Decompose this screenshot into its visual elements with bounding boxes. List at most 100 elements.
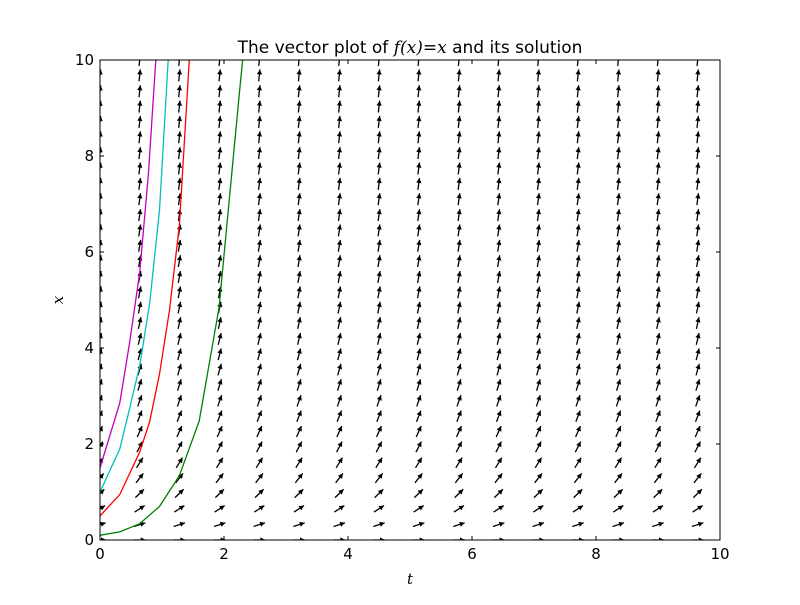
vector-arrow <box>575 286 581 299</box>
vector-arrow <box>655 348 661 361</box>
vector-arrow <box>416 301 422 314</box>
vector-arrow <box>655 410 661 422</box>
vector-arrow <box>456 147 462 160</box>
vector-arrow <box>615 255 622 268</box>
vector-arrow <box>535 131 542 144</box>
vector-arrow <box>652 537 664 540</box>
vector-arrow <box>376 301 382 314</box>
vector-arrow <box>176 286 183 299</box>
vector-arrow <box>695 363 701 376</box>
vector-arrow <box>100 504 106 511</box>
vector-arrow <box>692 504 704 513</box>
vector-arrow <box>336 131 343 144</box>
vector-arrow <box>257 348 263 361</box>
vector-arrow <box>655 379 661 391</box>
vector-arrow <box>535 100 542 113</box>
vector-arrow <box>294 488 304 499</box>
vector-arrow <box>497 60 500 67</box>
vector-arrow <box>333 504 345 513</box>
vector-arrow <box>614 472 623 484</box>
vector-arrow <box>535 255 542 268</box>
vector-arrow <box>416 131 422 144</box>
vector-arrow <box>655 100 661 113</box>
vector-arrow <box>575 270 581 283</box>
vector-arrow <box>336 425 343 438</box>
vector-arrow <box>575 69 581 82</box>
vector-arrow <box>655 224 661 237</box>
vector-arrow <box>336 100 343 113</box>
vector-arrow <box>414 472 423 484</box>
vector-arrow <box>655 270 661 283</box>
vector-arrow <box>655 209 661 222</box>
vector-arrow <box>134 504 146 513</box>
vector-arrow <box>535 193 542 206</box>
vector-arrow <box>535 286 542 299</box>
chart-title: The vector plot of f(x)=x and its soluti… <box>237 38 583 58</box>
vector-arrow <box>456 332 462 345</box>
vector-arrow <box>456 193 462 206</box>
vector-arrow <box>135 457 144 469</box>
vector-arrow <box>377 60 380 67</box>
vector-arrow <box>100 379 103 388</box>
vector-arrow <box>214 504 226 513</box>
vector-arrow <box>574 425 582 438</box>
vector-arrow <box>376 410 382 422</box>
vector-arrow <box>456 209 462 222</box>
vector-arrow <box>100 177 103 189</box>
vector-arrow <box>535 69 542 82</box>
vector-arrow <box>375 425 383 438</box>
vector-arrow <box>496 193 502 206</box>
vector-arrow <box>256 379 263 391</box>
vector-arrow <box>336 147 343 160</box>
vector-arrow <box>336 162 343 175</box>
vector-arrow <box>655 147 661 160</box>
vector-arrow <box>532 504 544 513</box>
vector-arrow <box>256 85 263 98</box>
vector-arrow <box>296 177 302 190</box>
vector-arrow <box>336 224 343 237</box>
vector-arrow <box>256 115 263 128</box>
vector-arrow <box>256 147 263 160</box>
vector-arrow <box>255 472 264 484</box>
vector-arrow <box>373 537 385 540</box>
vector-arrow <box>535 115 542 128</box>
vector-arrow <box>575 193 581 206</box>
vector-arrow <box>615 131 622 144</box>
vector-arrow <box>137 239 143 252</box>
x-tick-label: 10 <box>710 545 729 563</box>
vector-arrow <box>376 394 382 407</box>
vector-arrow <box>216 425 223 438</box>
vector-arrow <box>535 85 542 98</box>
vector-arrow <box>176 131 183 144</box>
vector-arrow <box>456 85 462 98</box>
vector-arrow <box>296 162 302 175</box>
vector-arrow <box>100 425 104 434</box>
vector-arrow <box>100 410 103 418</box>
vector-arrow <box>576 60 579 67</box>
vector-arrow <box>615 177 622 190</box>
vector-arrow <box>416 363 422 376</box>
vector-arrow <box>535 410 542 422</box>
y-tick-label: 2 <box>84 435 94 453</box>
vector-arrow <box>456 255 462 268</box>
y-tick-label: 6 <box>84 243 94 261</box>
vector-arrow <box>575 131 581 144</box>
vector-arrow <box>615 224 622 237</box>
vector-arrow <box>695 348 701 361</box>
vector-arrow <box>376 286 382 299</box>
vector-arrow <box>615 317 622 330</box>
vector-arrow <box>335 441 343 453</box>
vector-arrow <box>535 162 542 175</box>
vector-arrow <box>137 85 143 98</box>
vector-arrow <box>456 131 462 144</box>
vector-arrow <box>296 363 302 376</box>
plot-frame <box>99 59 721 541</box>
vector-arrow <box>455 425 463 438</box>
vector-arrow <box>100 270 103 281</box>
vector-arrow <box>694 410 701 422</box>
vector-arrow <box>413 504 425 513</box>
x-tick-label: 2 <box>219 545 229 563</box>
vector-arrow <box>336 301 343 314</box>
vector-arrow <box>615 100 622 113</box>
